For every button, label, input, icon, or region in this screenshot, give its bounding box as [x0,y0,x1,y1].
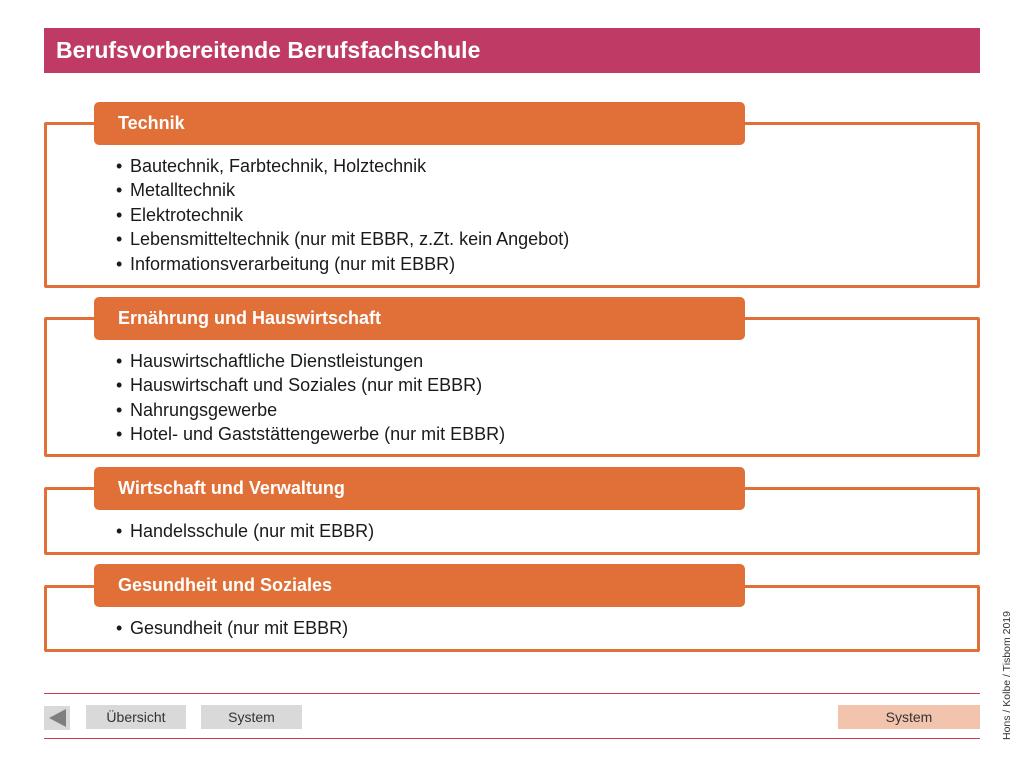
system-button-right-label: System [885,709,933,725]
list-item-text: Gesundheit (nur mit EBBR) [130,618,349,638]
section-header-label: Technik [118,113,185,133]
list-item: Gesundheit (nur mit EBBR) [116,616,348,640]
list-item-text: Lebensmitteltechnik (nur mit EBBR, z.Zt.… [130,229,570,250]
list-item-text: Metalltechnik [130,180,236,201]
list-item-text: Handelsschule (nur mit EBBR) [130,521,375,541]
page-title: Berufsvorbereitende Berufsfachschule [44,28,980,73]
section-header-label: Wirtschaft und Verwaltung [118,478,345,498]
list-item-text: Hotel- und Gaststättengewerbe (nur mit E… [130,424,506,445]
nav-divider-top [44,693,980,694]
section-list-wirtschaft: Handelsschule (nur mit EBBR) [116,519,374,543]
copyright-text: Hons / Kolbe / Tisbom 2019 [1001,611,1013,740]
section-list-technik: Bautechnik, Farbtechnik, Holztechnik Met… [116,154,569,276]
section-header-wirtschaft: Wirtschaft und Verwaltung [94,467,745,510]
triangle-left-icon [49,709,66,727]
system-button-left-label: System [228,709,275,725]
nav-divider-bottom [44,738,980,739]
list-item: Bautechnik, Farbtechnik, Holztechnik [116,154,569,178]
system-button-left[interactable]: System [201,705,302,729]
system-button-right[interactable]: System [838,705,980,729]
section-header-label: Gesundheit und Soziales [118,575,333,595]
list-item: Elektrotechnik [116,203,569,227]
overview-button-label: Übersicht [106,709,166,725]
list-item: Lebensmitteltechnik (nur mit EBBR, z.Zt.… [116,227,569,251]
section-list-gesundheit: Gesundheit (nur mit EBBR) [116,616,348,640]
list-item-text: Bautechnik, Farbtechnik, Holztechnik [130,156,427,176]
section-header-ernaehrung: Ernährung und Hauswirtschaft [94,297,745,340]
list-item-text: Hauswirtschaft und Soziales (nur mit EBB… [130,375,483,396]
list-item: Informationsverarbeitung (nur mit EBBR) [116,252,569,276]
section-header-gesundheit: Gesundheit und Soziales [94,564,745,607]
list-item: Hotel- und Gaststättengewerbe (nur mit E… [116,422,505,446]
section-header-technik: Technik [94,102,745,145]
list-item: Metalltechnik [116,178,569,202]
list-item: Hauswirtschaftliche Dienstleistungen [116,349,505,373]
overview-button[interactable]: Übersicht [86,705,186,729]
list-item-text: Hauswirtschaftliche Dienstleistungen [130,351,424,371]
list-item-text: Nahrungsgewerbe [130,399,278,420]
back-button[interactable] [44,706,70,730]
list-item: Hauswirtschaft und Soziales (nur mit EBB… [116,373,505,397]
list-item-text: Elektrotechnik [130,204,244,225]
section-header-label: Ernährung und Hauswirtschaft [118,308,382,328]
list-item-text: Informationsverarbeitung (nur mit EBBR) [130,253,456,274]
section-list-ernaehrung: Hauswirtschaftliche Dienstleistungen Hau… [116,349,505,447]
list-item: Handelsschule (nur mit EBBR) [116,519,374,543]
list-item: Nahrungsgewerbe [116,398,505,422]
page-title-text: Berufsvorbereitende Berufsfachschule [56,37,481,63]
